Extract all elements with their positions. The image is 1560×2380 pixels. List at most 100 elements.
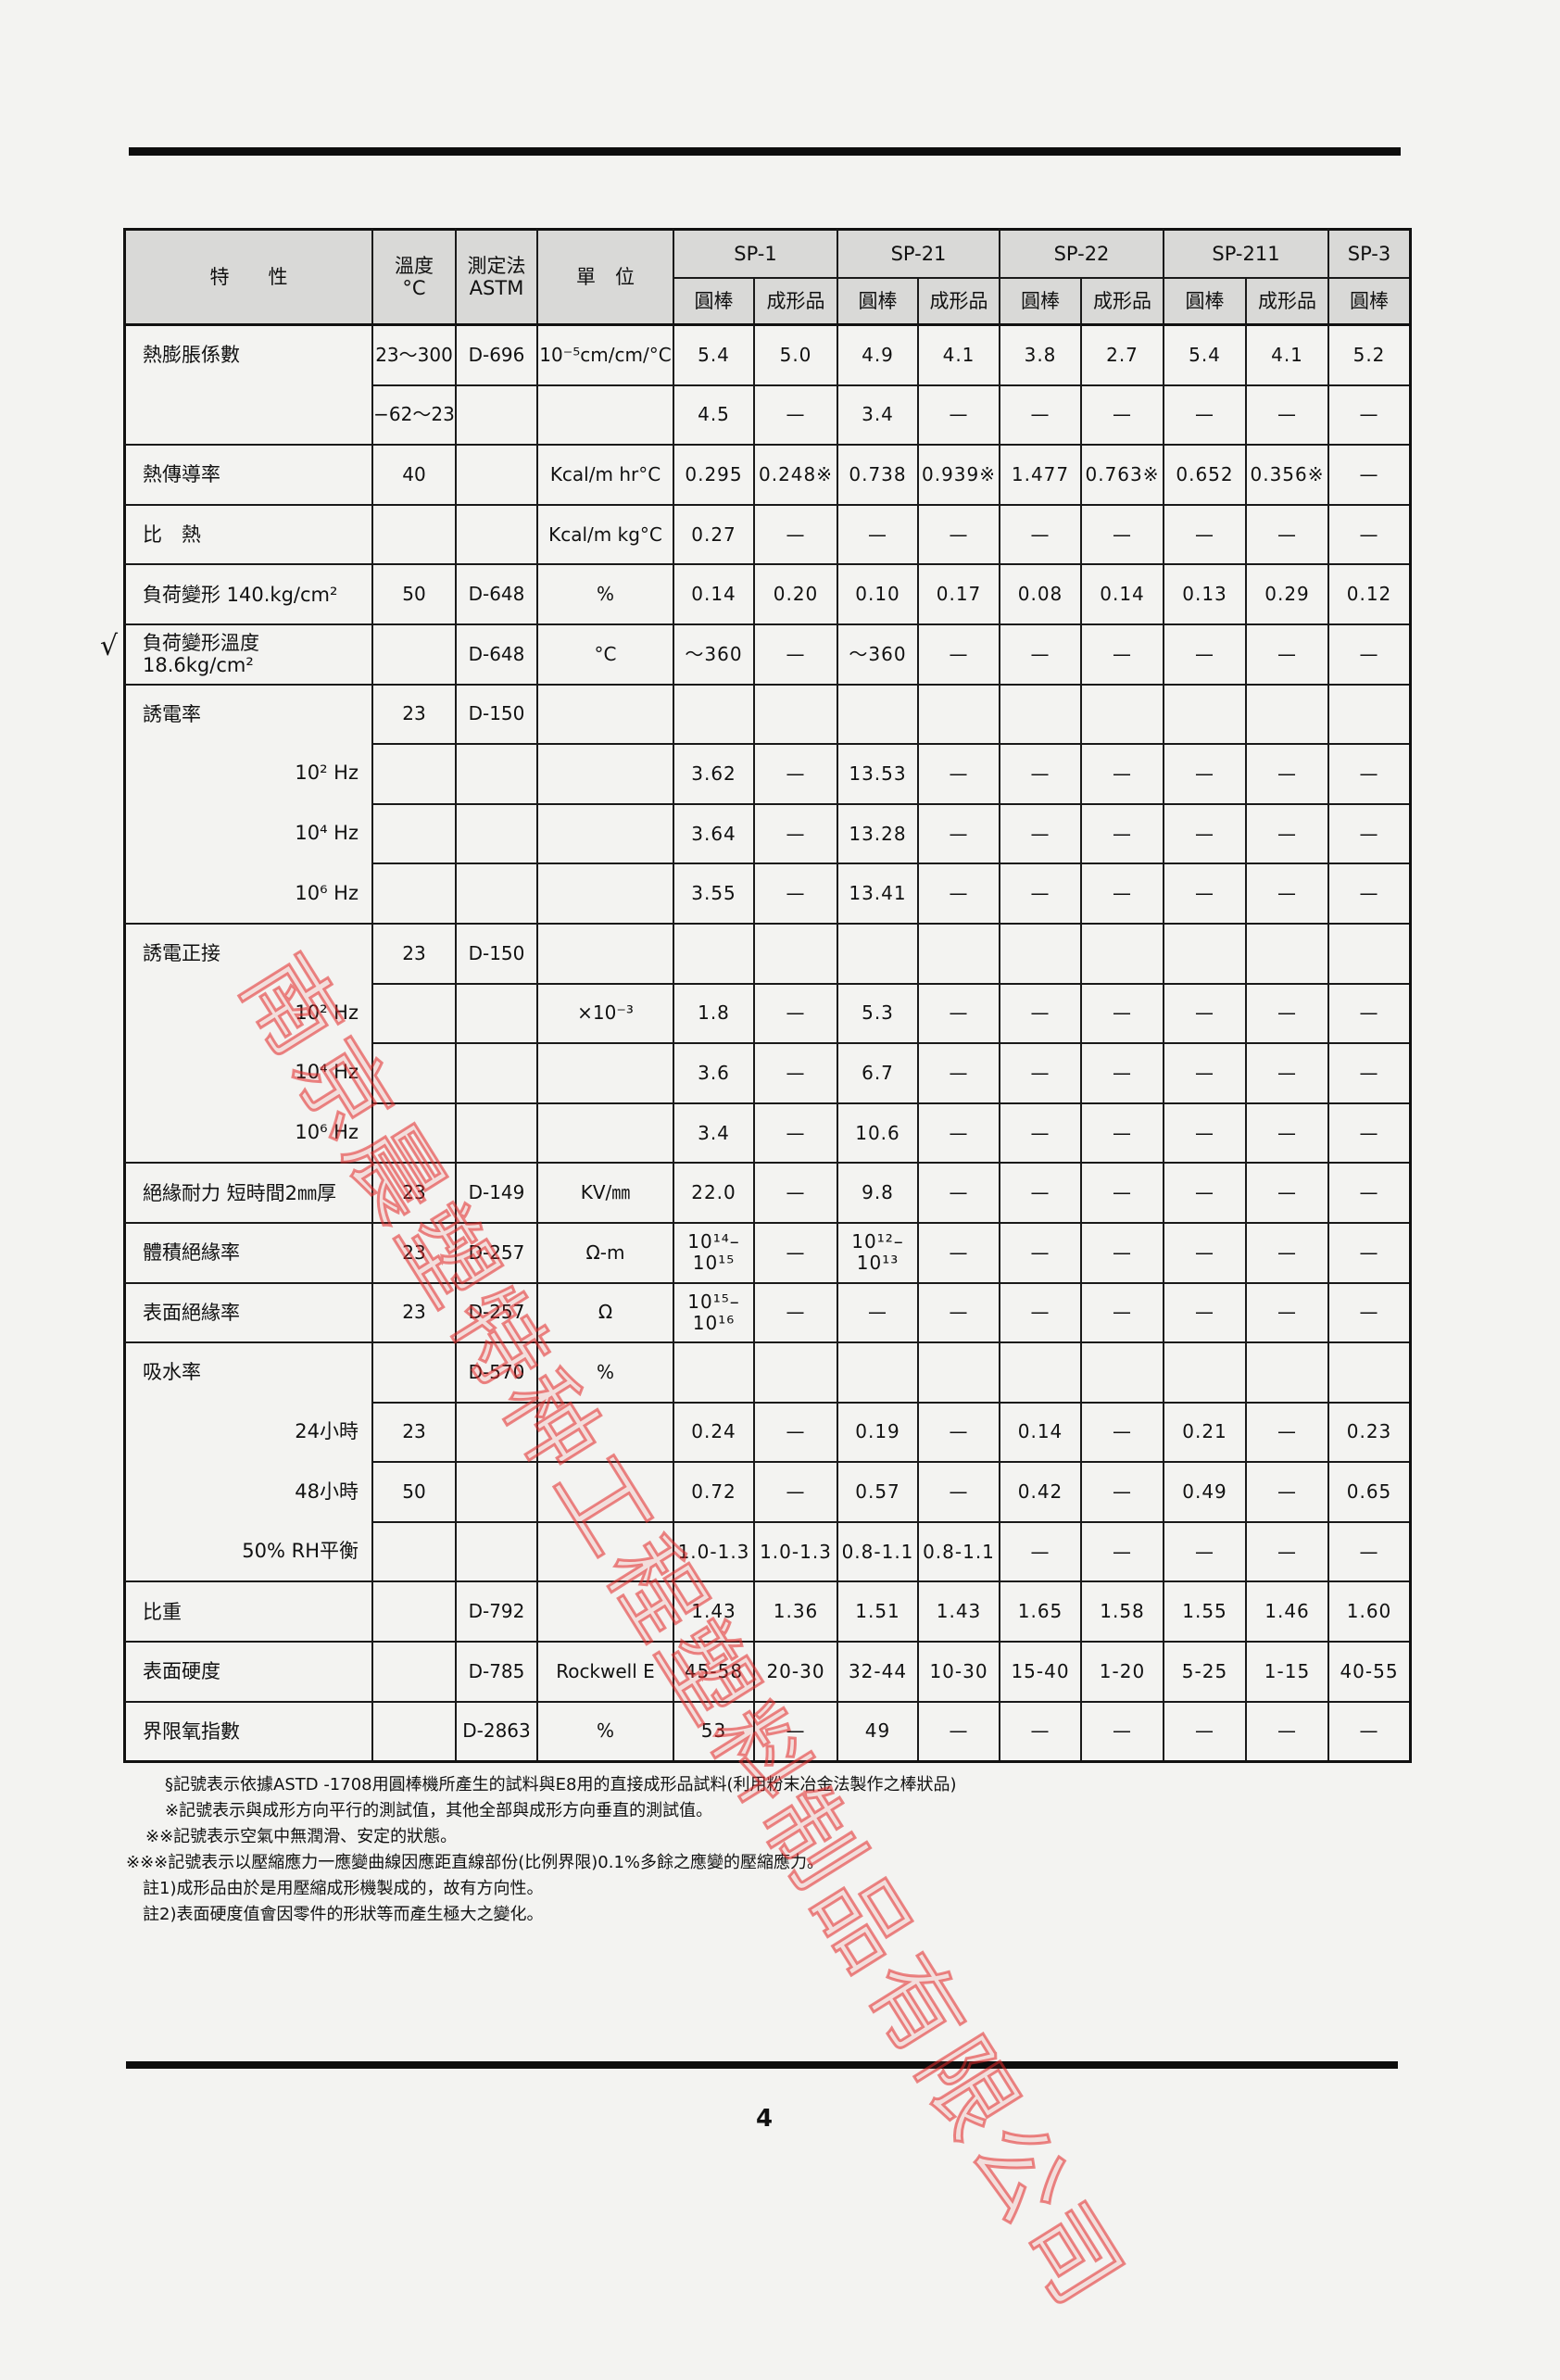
header-temperature: 溫度 °C [371, 228, 455, 323]
value-cell: 0.12 [1327, 563, 1409, 623]
property-cell: 10⁴ Hz [123, 802, 371, 863]
temperature-cell [371, 1341, 455, 1402]
value-cell [999, 922, 1080, 983]
value-cell: — [753, 1221, 837, 1282]
value-cell: — [999, 1281, 1080, 1342]
value-cell: 15-40 [999, 1641, 1080, 1701]
value-cell: 0.21 [1163, 1401, 1245, 1462]
table-row: 體積絕緣率 23 D-257 Ω-m 10¹⁴– 10¹⁵ —10¹²– 10¹³ — — — —… [123, 1221, 1409, 1282]
unit-cell: % [536, 1341, 673, 1402]
value-cell: — [753, 1162, 837, 1222]
value-cell: 1.0-1.3 [753, 1520, 837, 1581]
property-cell: 界限氧指數 [123, 1700, 371, 1761]
value-cell: 0.08 [999, 563, 1080, 623]
temperature-cell [371, 503, 455, 564]
value-cell: 0.72 [673, 1461, 753, 1521]
value-cell: — [1080, 1281, 1163, 1342]
temperature-cell [371, 1102, 455, 1163]
unit-cell: Kcal/m hr°C [536, 444, 673, 504]
temperature-cell [371, 1580, 455, 1642]
value-cell: 0.23 [1327, 1401, 1409, 1462]
table-row: 表面絕緣率 23 D-257 Ω 10¹⁵– 10¹⁶ — — — — — — — — [123, 1281, 1409, 1342]
value-cell: — [1163, 982, 1245, 1043]
property-cell: 10⁶ Hz [123, 1102, 371, 1163]
value-cell: — [753, 802, 837, 863]
value-cell: 0.8-1.1 [837, 1520, 917, 1581]
value-cell: 1-15 [1245, 1641, 1327, 1701]
value-cell: — [1080, 1102, 1163, 1163]
value-cell [673, 1341, 753, 1402]
table-row: 24小時 23 0.24—0.19—0.14—0.21—0.23 [123, 1401, 1409, 1462]
header-subcolumn: 成形品 [1080, 277, 1163, 323]
value-cell: 0.248※ [753, 444, 837, 504]
value-cell: — [1080, 1162, 1163, 1222]
temperature-cell [371, 623, 455, 684]
header-method: 測定法 ASTM [455, 228, 536, 323]
property-cell: 負荷變形 140.kg/cm² [123, 563, 371, 623]
method-cell: D-785 [455, 1641, 536, 1701]
value-cell: 10¹⁵– 10¹⁶ [673, 1281, 753, 1342]
value-cell: — [999, 802, 1080, 863]
method-cell [455, 384, 536, 445]
method-cell: D-2863 [455, 1700, 536, 1761]
value-cell: — [999, 1221, 1080, 1282]
value-cell [673, 683, 753, 744]
value-cell [999, 683, 1080, 744]
unit-cell: 10⁻⁵cm/cm/°C [536, 323, 673, 384]
value-cell [753, 683, 837, 744]
table-row: 誘電率 23 D-150 [123, 683, 1409, 744]
value-cell: — [1080, 1461, 1163, 1521]
header-group-sp-3: SP-3 [1327, 228, 1409, 277]
value-cell: — [1080, 982, 1163, 1043]
value-cell [1245, 922, 1327, 983]
value-cell: — [917, 1700, 999, 1761]
unit-cell: % [536, 1700, 673, 1761]
value-cell: — [999, 1520, 1080, 1581]
value-cell: — [917, 1042, 999, 1102]
value-cell: — [999, 982, 1080, 1043]
value-cell: 〜360 [837, 623, 917, 684]
value-cell: — [1080, 623, 1163, 684]
footnote: ※記號表示與成形方向平行的測試值，其他全部與成形方向垂直的測試值。 [165, 1801, 713, 1820]
value-cell: 0.939※ [917, 444, 999, 504]
value-cell: 0.10 [837, 563, 917, 623]
unit-cell: ×10⁻³ [536, 982, 673, 1043]
value-cell: — [917, 743, 999, 803]
temperature-cell: 50 [371, 1461, 455, 1521]
value-cell: 6.7 [837, 1042, 917, 1102]
footnote: §記號表示依據ASTD -1708用圓棒機所產生的試料與E8用的直接成形品試料(… [165, 1775, 957, 1794]
value-cell: 0.14 [999, 1401, 1080, 1462]
value-cell: 1.55 [1163, 1580, 1245, 1642]
value-cell: — [1163, 1281, 1245, 1342]
value-cell [1163, 683, 1245, 744]
value-cell: — [1327, 1700, 1409, 1761]
value-cell: 1.60 [1327, 1580, 1409, 1642]
unit-cell: Ω-m [536, 1221, 673, 1282]
top-rule [129, 147, 1401, 156]
value-cell: — [1327, 982, 1409, 1043]
value-cell: — [999, 1700, 1080, 1761]
value-cell: — [1163, 1520, 1245, 1581]
property-cell: 表面絕緣率 [123, 1281, 371, 1342]
temperature-cell [371, 1641, 455, 1701]
property-cell: 誘電率 [123, 683, 371, 744]
value-cell: 13.41 [837, 863, 917, 923]
value-cell: — [1163, 743, 1245, 803]
value-cell: 0.14 [1080, 563, 1163, 623]
value-cell: 0.20 [753, 563, 837, 623]
value-cell: 0.652 [1163, 444, 1245, 504]
table-row: 表面硬度 D-785 Rockwell E 45-58 20-30 32-44 10-30 1… [123, 1641, 1409, 1701]
value-cell: 5.4 [673, 323, 753, 384]
value-cell: 3.4 [837, 384, 917, 445]
check-mark: √ [100, 630, 119, 662]
value-cell [1327, 683, 1409, 744]
property-cell: 比 熱 [123, 503, 371, 564]
method-cell [455, 802, 536, 863]
value-cell: 〜360 [673, 623, 753, 684]
method-cell [455, 982, 536, 1043]
method-cell [455, 863, 536, 923]
temperature-cell [371, 1042, 455, 1102]
value-cell: 0.65 [1327, 1461, 1409, 1521]
property-cell: 熱膨脹係數 [123, 323, 371, 384]
value-cell: — [753, 1281, 837, 1342]
